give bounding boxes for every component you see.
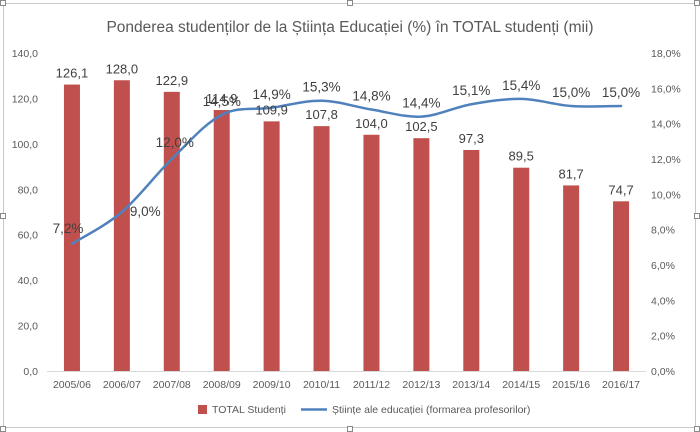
bar-value-label: 102,5 <box>405 119 438 134</box>
bar-value-label: 74,7 <box>608 182 633 197</box>
bar-value-label: 89,5 <box>509 149 534 164</box>
y-right-tick-label: 12,0% <box>651 154 681 166</box>
line-value-label: 15,0% <box>552 85 590 100</box>
legend: TOTAL Studenți Științe ale educației (for… <box>198 404 530 416</box>
y-right-tick-label: 6,0% <box>651 260 675 272</box>
bar-2009/10 <box>263 121 280 372</box>
x-tick-label: 2005/06 <box>53 379 91 391</box>
line-value-label: 14,5% <box>203 94 241 109</box>
line-value-label: 15,4% <box>502 78 540 93</box>
bar-value-label: 81,7 <box>558 166 583 181</box>
y-left-tick-label: 120,0 <box>12 93 38 105</box>
x-tick-label: 2010/11 <box>303 379 340 391</box>
bar-2008/09 <box>213 110 230 372</box>
bar-value-label: 109,9 <box>255 102 288 117</box>
bar-value-label: 126,1 <box>56 66 89 81</box>
line-value-label: 14,8% <box>352 89 390 104</box>
labels-layer: 126,1 128,0 122,9 114,9 109,9 107,8 104,0 102,5… <box>53 61 641 236</box>
bar-2012/13 <box>413 138 430 371</box>
bar-value-label: 122,9 <box>156 73 189 88</box>
line-value-label: 9,0% <box>130 204 161 219</box>
bar-2016/17 <box>613 201 630 371</box>
y-right-tick-label: 14,0% <box>651 119 681 131</box>
bar-value-label: 104,0 <box>355 116 388 131</box>
x-tick-label: 2013/14 <box>452 379 490 391</box>
axes-layer: 0,0 20,0 40,0 60,0 80,0 100,0 120,0 140,0 0,0% 2,… <box>12 48 681 391</box>
x-tick-label: 2016/17 <box>602 379 640 391</box>
bar-value-label: 107,8 <box>305 107 338 122</box>
x-tick-label: 2014/15 <box>502 379 540 391</box>
bar-2013/14 <box>463 149 480 371</box>
bar-2006/07 <box>113 80 130 371</box>
bar-2011/12 <box>363 134 380 371</box>
bar-2007/08 <box>163 91 180 371</box>
resize-handle-top-center[interactable] <box>347 0 353 6</box>
line-value-label: 14,4% <box>402 96 440 111</box>
bar-value-label: 114,9 <box>206 91 238 106</box>
x-tick-label: 2006/07 <box>103 379 141 391</box>
chart-title: Ponderea studenților de la Știința Educa… <box>106 19 593 36</box>
resize-handle-top-left[interactable] <box>0 0 6 6</box>
y-right-tick-label: 8,0% <box>651 225 675 237</box>
x-tick-label: 2007/08 <box>153 379 191 391</box>
y-left-tick-label: 100,0 <box>12 139 38 151</box>
y-left-tick-label: 60,0 <box>18 230 39 242</box>
bar-value-label: 97,3 <box>459 131 484 146</box>
y-left-tick-label: 20,0 <box>18 321 39 333</box>
y-left-tick-label: 80,0 <box>18 184 39 196</box>
y-right-tick-label: 4,0% <box>651 295 675 307</box>
x-tick-label: 2008/09 <box>203 379 241 391</box>
line-value-label: 14,9% <box>252 87 290 102</box>
bars-layer <box>63 80 630 372</box>
x-tick-label: 2009/10 <box>253 379 291 391</box>
bar-2014/15 <box>513 167 530 371</box>
line-value-label: 7,2% <box>53 221 84 236</box>
y-left-tick-label: 140,0 <box>12 48 38 60</box>
x-tick-label: 2012/13 <box>402 379 440 391</box>
line-layer <box>70 97 623 246</box>
line-value-label: 15,3% <box>302 80 340 95</box>
y-right-tick-label: 10,0% <box>651 189 681 201</box>
line-value-label: 15,1% <box>452 83 490 98</box>
legend-line-label: Științe ale educației (formarea profesor… <box>332 404 530 416</box>
line-value-label: 12,0% <box>156 135 194 150</box>
y-right-tick-label: 18,0% <box>651 48 681 60</box>
y-left-tick-label: 0,0 <box>23 366 38 378</box>
y-right-tick-label: 16,0% <box>651 83 681 95</box>
y-right-tick-label: 0,0% <box>651 366 675 378</box>
y-right-tick-label: 2,0% <box>651 331 675 343</box>
line-value-label: 15,0% <box>602 85 640 100</box>
bar-2005/06 <box>63 84 80 371</box>
x-tick-label: 2015/16 <box>552 379 590 391</box>
bar-2010/11 <box>313 126 330 371</box>
bar-2015/16 <box>563 185 580 371</box>
x-tick-label: 2011/12 <box>353 379 390 391</box>
resize-handle-middle-left[interactable] <box>0 213 6 219</box>
bar-value-label: 128,0 <box>106 61 139 76</box>
y-left-tick-label: 40,0 <box>18 275 39 287</box>
legend-bar-swatch <box>198 405 207 414</box>
education-share-line <box>70 97 623 246</box>
legend-bar-label: TOTAL Studenți <box>212 404 286 416</box>
